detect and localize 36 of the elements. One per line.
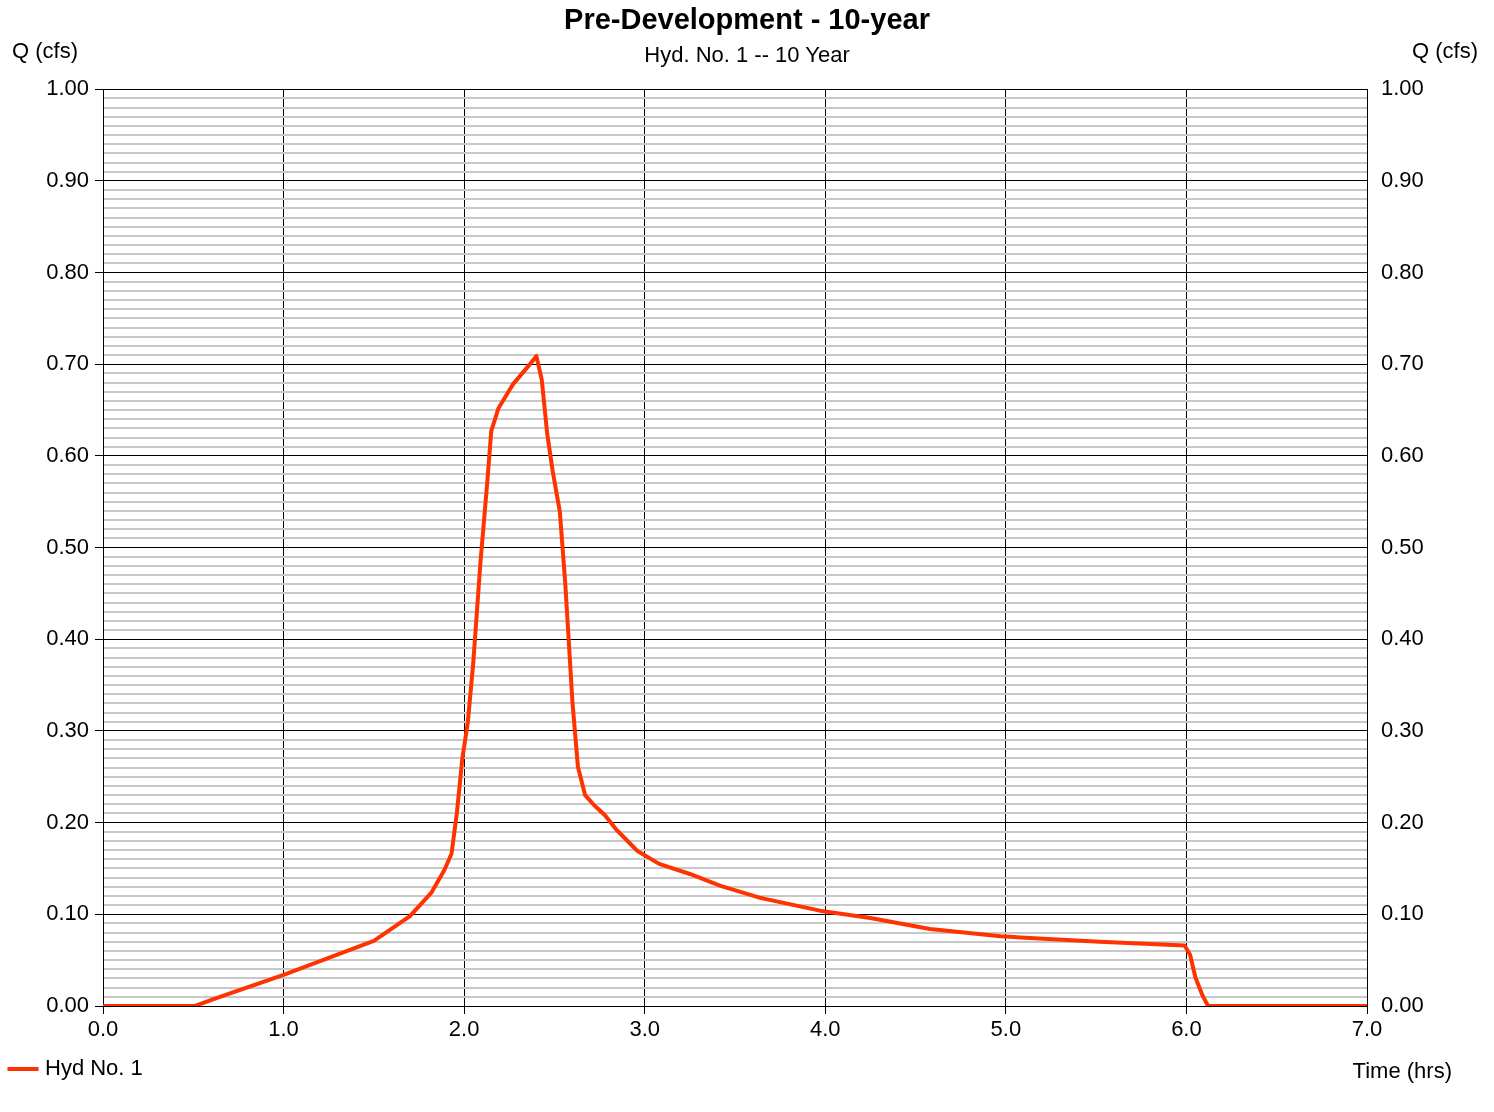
x-tick-label: 1.0 (268, 1016, 299, 1042)
x-tick-label: 4.0 (809, 1016, 841, 1042)
y2-tick-label: 0.50 (1381, 533, 1424, 559)
y2-tick-label: 0.90 (1381, 166, 1424, 192)
x-tick-label: 2.0 (448, 1016, 480, 1042)
y-tick-label: 1.00 (46, 75, 89, 101)
y2-tick-label: 0.40 (1381, 625, 1424, 651)
x-tick-label: 3.0 (629, 1016, 661, 1042)
y-tick-label: 0.30 (46, 717, 89, 743)
x-tick-label: 6.0 (1171, 1016, 1202, 1042)
legend-label: Hyd No. 1 (45, 1055, 143, 1081)
chart-subtitle: Hyd. No. 1 -- 10 Year (644, 42, 850, 68)
y-axis-title: Q (cfs) (12, 38, 78, 63)
y-tick-label: 0.00 (46, 992, 89, 1018)
y-tick-label: 0.50 (46, 533, 89, 559)
y2-tick-label: 0.30 (1381, 717, 1424, 743)
y-tick-label: 0.40 (46, 625, 89, 651)
y2-tick-label: 0.20 (1381, 808, 1424, 834)
y-tick-label: 0.20 (46, 808, 89, 834)
y2-tick-label: 0.60 (1381, 441, 1424, 467)
chart-title: Pre-Development - 10-year (564, 3, 930, 36)
y-tick-label: 0.80 (46, 258, 89, 284)
y-tick-label: 0.60 (46, 441, 89, 467)
x-axis-title: Time (hrs) (1352, 1058, 1452, 1083)
y-tick-label: 0.70 (46, 350, 89, 376)
y2-tick-label: 0.00 (1381, 992, 1424, 1018)
y2-tick-label: 0.10 (1381, 900, 1424, 926)
y2-axis-title: Q (cfs) (1412, 38, 1478, 63)
x-tick-label: 0.0 (87, 1016, 119, 1042)
y2-tick-label: 0.80 (1381, 258, 1424, 284)
y-tick-label: 0.90 (46, 166, 89, 192)
y-tick-label: 0.10 (46, 900, 89, 926)
x-tick-label: 7.0 (1351, 1016, 1383, 1042)
y2-tick-label: 0.70 (1381, 350, 1424, 376)
y2-tick-label: 1.00 (1381, 75, 1424, 101)
x-tick-label: 5.0 (990, 1016, 1022, 1042)
